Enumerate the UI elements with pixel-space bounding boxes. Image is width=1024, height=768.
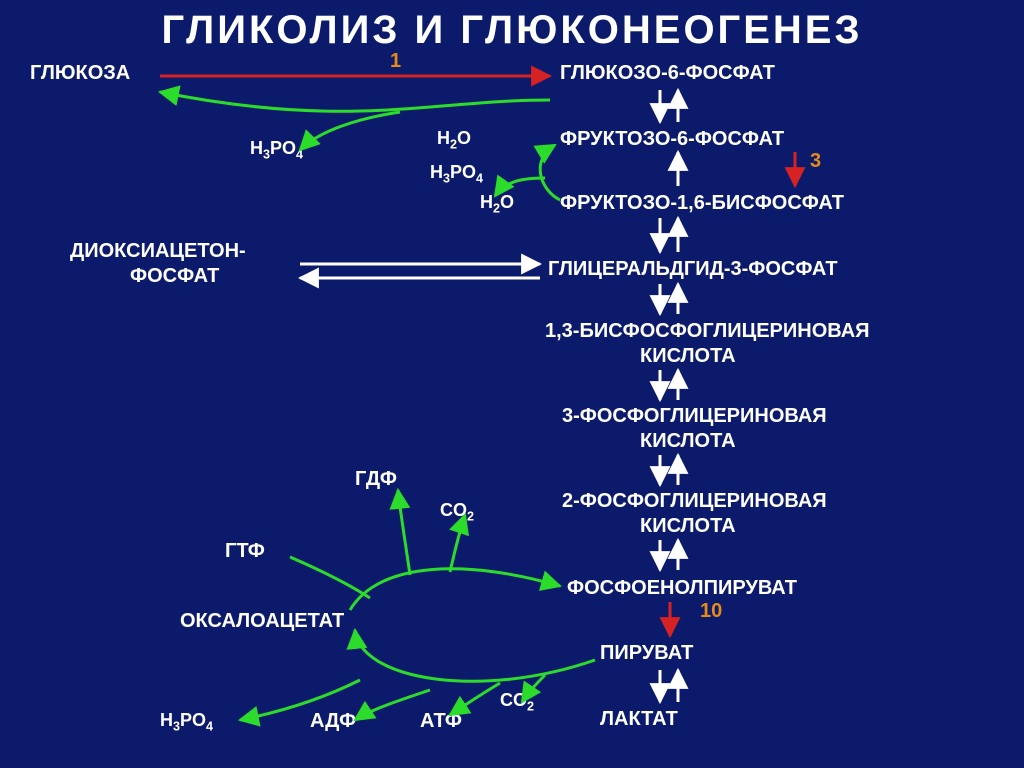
label-pyruvate: ПИРУВАТ: [600, 642, 693, 665]
pathway-arrows: [0, 0, 1024, 768]
label-g3p: ГЛИЦЕРАЛЬДГИД-3-ФОСФАТ: [548, 258, 838, 281]
label-g6p: ГЛЮКОЗО-6-ФОСФАТ: [560, 62, 775, 85]
step-number-1: 1: [390, 50, 401, 73]
label-glucose: ГЛЮКОЗА: [30, 62, 130, 85]
label-3pg-line1: 3-ФОСФОГЛИЦЕРИНОВАЯ: [562, 405, 827, 428]
label-adp: АДФ: [310, 710, 356, 733]
label-gtp: ГТФ: [225, 540, 265, 563]
label-f6p: ФРУКТОЗО-6-ФОСФАТ: [560, 128, 784, 151]
label-2pg-line2: КИСЛОТА: [640, 515, 736, 538]
label-gdp: ГДФ: [355, 468, 397, 491]
label-co2-b: CO2: [500, 690, 534, 714]
label-13bpg-line1: 1,3-БИСФОСФОГЛИЦЕРИНОВАЯ: [545, 320, 870, 343]
step-number-10: 10: [700, 600, 722, 623]
label-3pg-line2: КИСЛОТА: [640, 430, 736, 453]
label-h2o-a: H2O: [437, 128, 471, 152]
label-lactate: ЛАКТАТ: [600, 708, 678, 731]
label-2pg-line1: 2-ФОСФОГЛИЦЕРИНОВАЯ: [562, 490, 827, 513]
step-number-3: 3: [810, 150, 821, 173]
label-atp: АТФ: [420, 710, 462, 733]
label-dhap-line1: ДИОКСИАЦЕТОН-: [70, 240, 246, 263]
label-h3po4-b: H3PO4: [430, 162, 483, 186]
label-h3po4-c: H3PO4: [160, 710, 213, 734]
label-pep: ФОСФОЕНОЛПИРУВАТ: [567, 577, 797, 600]
label-f16bp: ФРУКТОЗО-1,6-БИСФОСФАТ: [560, 192, 844, 215]
label-h3po4-a: H3PO4: [250, 138, 303, 162]
diagram-title: ГЛИКОЛИЗ И ГЛЮКОНЕОГЕНЕЗ: [0, 8, 1024, 53]
label-co2-a: CO2: [440, 500, 474, 524]
label-13bpg-line2: КИСЛОТА: [640, 345, 736, 368]
label-dhap-line2: ФОСФАТ: [130, 265, 219, 288]
label-oxaloacetate: ОКСАЛОАЦЕТАТ: [180, 610, 344, 633]
label-h2o-b: H2O: [480, 192, 514, 216]
